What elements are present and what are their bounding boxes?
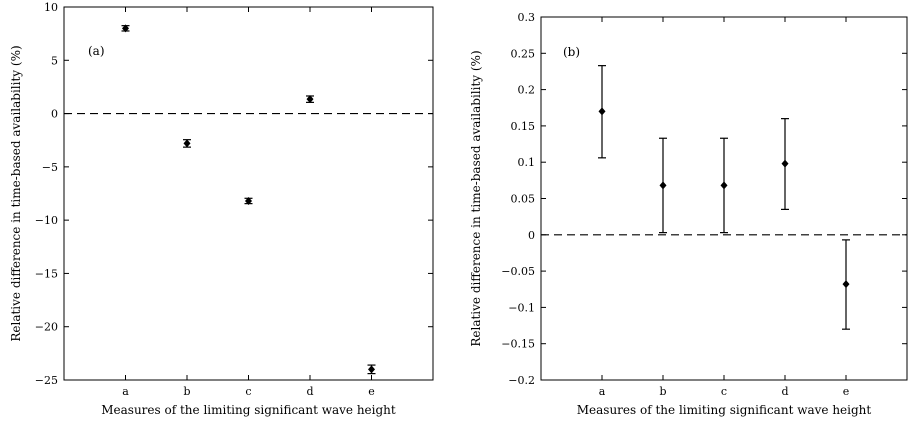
y-tick-label: 10 bbox=[44, 1, 58, 14]
y-tick-label: −0.1 bbox=[508, 301, 535, 314]
y-tick-label: 0.2 bbox=[518, 84, 536, 97]
x-tick-label: b bbox=[183, 385, 190, 398]
y-tick-label: 0 bbox=[51, 108, 58, 121]
x-axis-label: Measures of the limiting significant wav… bbox=[101, 403, 396, 417]
x-tick-label: c bbox=[721, 385, 727, 398]
data-point-b bbox=[183, 139, 191, 148]
data-point-c bbox=[720, 181, 728, 190]
x-tick-label: d bbox=[781, 385, 788, 398]
chart-panel-b: −0.2 −0.15 −0.1 −0.05 0 0.05 0.1 0.15 0.2 0.25 0.3… bbox=[469, 11, 908, 417]
y-tick-label: 0.05 bbox=[511, 193, 536, 206]
y-tick-label: 0.1 bbox=[518, 156, 536, 169]
y-tick-label: 5 bbox=[51, 54, 58, 67]
panel-label: (b) bbox=[563, 45, 580, 59]
x-tick-label: a bbox=[599, 385, 606, 398]
x-tick-label: e bbox=[843, 385, 850, 398]
y-axis-label: Relative difference in time-based availa… bbox=[9, 45, 23, 341]
x-tick-label: d bbox=[306, 385, 313, 398]
y-tick-label: −0.15 bbox=[501, 338, 535, 351]
y-tick-label: −0.05 bbox=[501, 265, 535, 278]
data-point-c bbox=[245, 196, 252, 205]
data-point-b bbox=[659, 181, 667, 190]
plot-frame bbox=[63, 6, 434, 381]
data-point-e bbox=[368, 365, 375, 374]
x-tick-label: c bbox=[245, 385, 251, 398]
y-tick-label: −0.2 bbox=[508, 374, 535, 387]
y-tick-label: 0.25 bbox=[511, 47, 536, 60]
x-axis-label: Measures of the limiting significant wav… bbox=[577, 403, 872, 417]
panel-label: (a) bbox=[88, 44, 105, 58]
y-tick-label: −20 bbox=[35, 321, 58, 334]
y-axis-label: Relative difference in time-based availa… bbox=[469, 50, 483, 346]
x-tick-label: e bbox=[368, 385, 375, 398]
y-tick-label: 0.3 bbox=[518, 11, 536, 24]
data-point-a bbox=[122, 24, 129, 33]
y-tick-label: −10 bbox=[35, 214, 58, 227]
data-point-d bbox=[306, 95, 314, 104]
y-tick-label: −15 bbox=[35, 267, 58, 280]
chart-panel-a: −25 −20 −15 −10 −5 0 5 10 a b c d e (a) Measures of th… bbox=[9, 1, 434, 417]
y-tick-label: −5 bbox=[42, 161, 58, 174]
y-tick-label: 0 bbox=[528, 229, 535, 242]
y-tick-label: 0.15 bbox=[511, 120, 536, 133]
data-point-a bbox=[598, 107, 606, 116]
data-point-d bbox=[781, 159, 789, 168]
x-tick-label: a bbox=[122, 385, 129, 398]
data-point-e bbox=[842, 280, 850, 289]
x-tick-label: b bbox=[659, 385, 666, 398]
y-tick-label: −25 bbox=[35, 374, 58, 387]
